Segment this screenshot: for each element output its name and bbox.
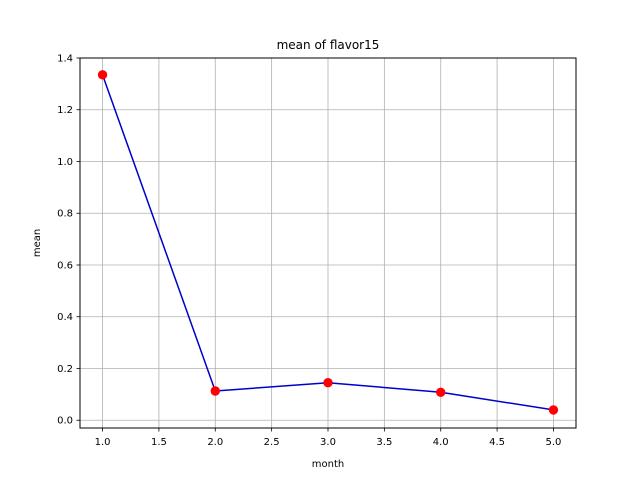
- y-tick-label: 0.4: [57, 312, 73, 323]
- x-tick-label: 2.0: [207, 437, 223, 448]
- axis-ticks: 1.0 1.5 2.0 2.5 3.0 3.5 4.0 4.5 5.0 0.0 0.2 0.4 0.6 0…: [57, 54, 561, 449]
- x-tick-label: 4.0: [433, 437, 449, 448]
- series-layer: [97, 70, 559, 415]
- data-point: [323, 378, 333, 388]
- data-point: [548, 405, 559, 415]
- chart-title: mean of flavor15: [277, 38, 380, 52]
- data-point: [210, 386, 220, 396]
- x-tick-label: 1.0: [95, 437, 111, 448]
- y-tick-label: 1.0: [57, 157, 73, 168]
- x-tick-label: 3.0: [320, 437, 336, 448]
- x-tick-label: 2.5: [264, 437, 280, 448]
- x-tick-label: 1.5: [151, 437, 167, 448]
- x-axis-label: month: [312, 459, 344, 470]
- data-point: [97, 70, 108, 80]
- y-axis-label: mean: [32, 229, 43, 257]
- y-tick-label: 0.6: [57, 260, 73, 271]
- y-tick-label: 0.2: [57, 364, 73, 375]
- y-tick-label: 1.2: [57, 105, 73, 116]
- data-point: [436, 387, 446, 397]
- x-tick-label: 3.5: [376, 437, 392, 448]
- y-tick-label: 1.4: [57, 54, 73, 65]
- x-tick-label: 4.5: [489, 437, 505, 448]
- y-tick-label: 0.8: [57, 209, 73, 220]
- grid: [80, 57, 576, 428]
- x-tick-label: 5.0: [546, 437, 562, 448]
- y-tick-label: 0.0: [57, 416, 73, 427]
